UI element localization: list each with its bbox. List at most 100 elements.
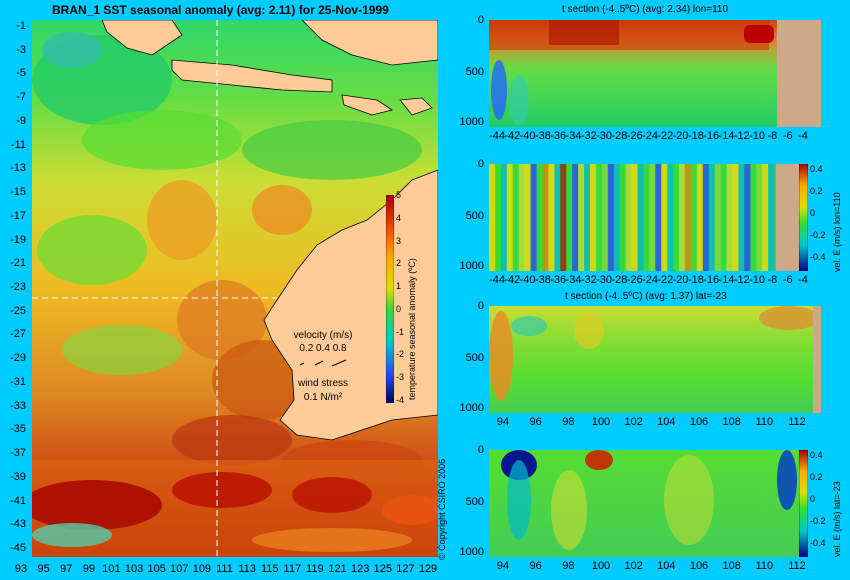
panel-3-x-tick: 94 (496, 416, 510, 428)
latitude-tick: -19 (10, 233, 26, 246)
longitude-tick: 119 (306, 563, 324, 575)
panel-2-x-tick: -14 (718, 274, 735, 286)
panel-3-x-tick: 98 (562, 416, 575, 428)
panel-3-plot (489, 306, 821, 413)
panel-1-x-tick: -32 (580, 130, 597, 142)
panel-4-colorbar-tick: 0.2 (810, 472, 823, 482)
latitude-tick: -15 (10, 186, 26, 199)
panel-1-y-tick: 1000 (459, 116, 484, 128)
wind-legend-title: wind stress (297, 378, 348, 389)
latitude-tick: -5 (16, 67, 26, 80)
panel-1-x-tick: -24 (642, 130, 658, 142)
panel-1-y-tick: 0 (477, 14, 484, 26)
panel-2-y-tick: 0 (477, 158, 484, 170)
panel-4-x-tick: 94 (496, 560, 510, 572)
panel-3-x-tick: 100 (591, 416, 611, 428)
longitude-tick: 117 (283, 563, 302, 575)
sst-colorbar-tick: 1 (396, 281, 402, 292)
panel-4-x-tick: 98 (562, 560, 575, 572)
latitude-tick: -3 (16, 43, 26, 56)
panel-2-x-tick: -6 (782, 274, 793, 286)
panel-2-colorbar-tick: 0 (810, 208, 816, 218)
copyright: © Copyright CSIRO 2006 (437, 458, 447, 560)
latitude-tick: -25 (10, 304, 26, 317)
panel-4-colorbar-tick: -0.2 (810, 516, 826, 526)
latitude-tick: -39 (10, 470, 26, 483)
panel-4-x-tick: 106 (689, 560, 709, 572)
latitude-tick: -13 (10, 162, 26, 175)
sst-colorbar-tick: -3 (396, 372, 405, 383)
panel-3-x-tick: 110 (755, 416, 774, 428)
panel-3-y-tick: 0 (477, 300, 484, 312)
panel-1-x-tick: -18 (687, 130, 704, 142)
longitude-tick: 95 (37, 563, 50, 575)
panel-2-plot (489, 164, 799, 271)
panel-3-x-tick: 102 (624, 416, 643, 428)
panel-3-x-tick: 106 (689, 416, 709, 428)
panel-2-x-tick: -28 (611, 274, 628, 286)
panel-1-title: t section (-4..5ºC) (avg: 2.34) lon=110 (562, 4, 729, 15)
sst-colorbar-label: temperature seasonal anomaly (ºC) (407, 258, 417, 400)
panel-1-x-tick: -38 (534, 130, 551, 142)
wind-legend-value: 0.1 N/m² (303, 392, 343, 403)
panel-2-x-tick: -40 (519, 274, 536, 286)
latitude-tick: -31 (10, 375, 26, 388)
panel-1-x-tick: -6 (782, 130, 793, 142)
panel-1-x-tick: -26 (626, 130, 643, 142)
panel-2-x-tick: -36 (550, 274, 567, 286)
sst-colorbar-tick: 2 (396, 258, 402, 269)
panel-1-x-tick: -44 (489, 130, 505, 142)
panel-1-x-tick: -20 (672, 130, 689, 142)
latitude-tick: -29 (10, 352, 26, 365)
longitude-tick: 107 (170, 563, 189, 575)
panel-2-x-tick: -20 (672, 274, 689, 286)
longitude-tick: 125 (373, 563, 392, 575)
velocity-legend-values: 0.2 0.4 0.8 (299, 343, 347, 354)
latitude-tick: -35 (10, 423, 26, 436)
panel-3-title: t section (-4..5ºC) (avg: 1.37) lat=-23 (565, 291, 727, 302)
longitude-tick: 127 (396, 563, 415, 575)
latitude-tick: -1 (16, 20, 26, 32)
longitude-tick: 121 (328, 563, 347, 575)
panel-1-x-tick: -42 (504, 130, 521, 142)
panel-2-x-tick: -42 (504, 274, 521, 286)
panel-2-colorbar-label: vel. E (m/s) lon=110 (832, 192, 842, 272)
panel-4-x-tick: 110 (755, 560, 774, 572)
panel-2-x-tick: -26 (626, 274, 643, 286)
panel-2-x-tick: -22 (657, 274, 674, 286)
panel-2-x-tick: -4 (798, 274, 808, 286)
sst-colorbar-tick: -2 (396, 349, 405, 360)
panel-2-colorbar (799, 164, 808, 271)
longitude-tick: 99 (82, 563, 95, 575)
panel-4-x-tick: 100 (591, 560, 611, 572)
velocity-legend-title: velocity (m/s) (293, 330, 353, 341)
sst-colorbar-tick: 3 (396, 235, 402, 246)
panel-2-x-tick: -34 (565, 274, 582, 286)
panel-4-x-tick: 108 (722, 560, 741, 572)
panel-2-x-tick: -44 (489, 274, 505, 286)
panel-3-x-tick: 104 (657, 416, 676, 428)
panel-4-plot (489, 450, 799, 557)
longitude-tick: 105 (147, 563, 166, 575)
panel-2-x-tick: -30 (596, 274, 613, 286)
sst-colorbar-tick: -4 (396, 395, 405, 405)
panel-1-x-tick: -40 (519, 130, 536, 142)
sst-colorbar-tick: 4 (396, 212, 402, 223)
longitude-tick: 103 (124, 563, 144, 575)
panel-2-x-tick: -38 (534, 274, 551, 286)
latitude-tick: -21 (10, 257, 26, 270)
panel-3-x-tick: 112 (788, 416, 806, 428)
longitude-tick: 129 (418, 563, 438, 575)
latitude-tick: -23 (10, 281, 26, 293)
longitude-tick: 101 (102, 563, 121, 575)
panel-4-y-tick: 0 (477, 444, 484, 456)
panel-2-x-tick: -8 (767, 274, 778, 286)
panel-4-x-tick: 102 (624, 560, 643, 572)
latitude-tick: -41 (10, 494, 26, 507)
panel-4-colorbar-tick: -0.4 (810, 538, 826, 548)
sst-colorbar-tick: -1 (396, 326, 405, 337)
panel-3-x-tick: 96 (529, 416, 542, 428)
latitude-tick: -45 (10, 542, 26, 554)
panel-1-y-tick: 500 (465, 66, 484, 78)
longitude-tick: 111 (216, 563, 233, 575)
